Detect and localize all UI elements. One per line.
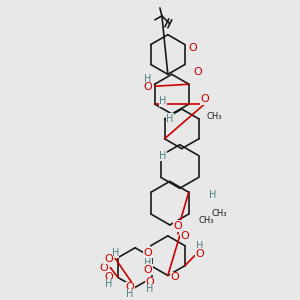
Text: O: O [99,262,108,273]
Text: H: H [105,279,112,290]
Text: O: O [193,67,202,77]
Text: O: O [180,231,189,241]
Text: H: H [112,248,119,258]
Text: H: H [102,256,109,266]
Text: CH₃: CH₃ [199,215,214,224]
Text: H: H [144,258,152,268]
Text: H: H [166,114,173,124]
Text: CH₃: CH₃ [212,208,227,217]
Text: O: O [144,265,152,275]
Text: H: H [209,190,216,200]
Text: H: H [144,74,152,84]
Text: O: O [173,221,182,231]
Text: O: O [144,248,152,258]
Text: H: H [196,241,203,251]
Text: O: O [126,282,135,292]
Text: H: H [127,289,134,299]
Text: O: O [144,82,152,92]
Text: H: H [146,284,154,294]
Text: O: O [104,272,113,283]
Text: O: O [170,272,179,283]
Text: O: O [188,43,197,52]
Text: H: H [159,151,167,160]
Text: O: O [146,278,154,287]
Text: O: O [195,249,204,259]
Text: O: O [200,94,209,104]
Text: CH₃: CH₃ [207,112,222,122]
Text: H: H [159,96,167,106]
Text: O: O [104,254,113,264]
